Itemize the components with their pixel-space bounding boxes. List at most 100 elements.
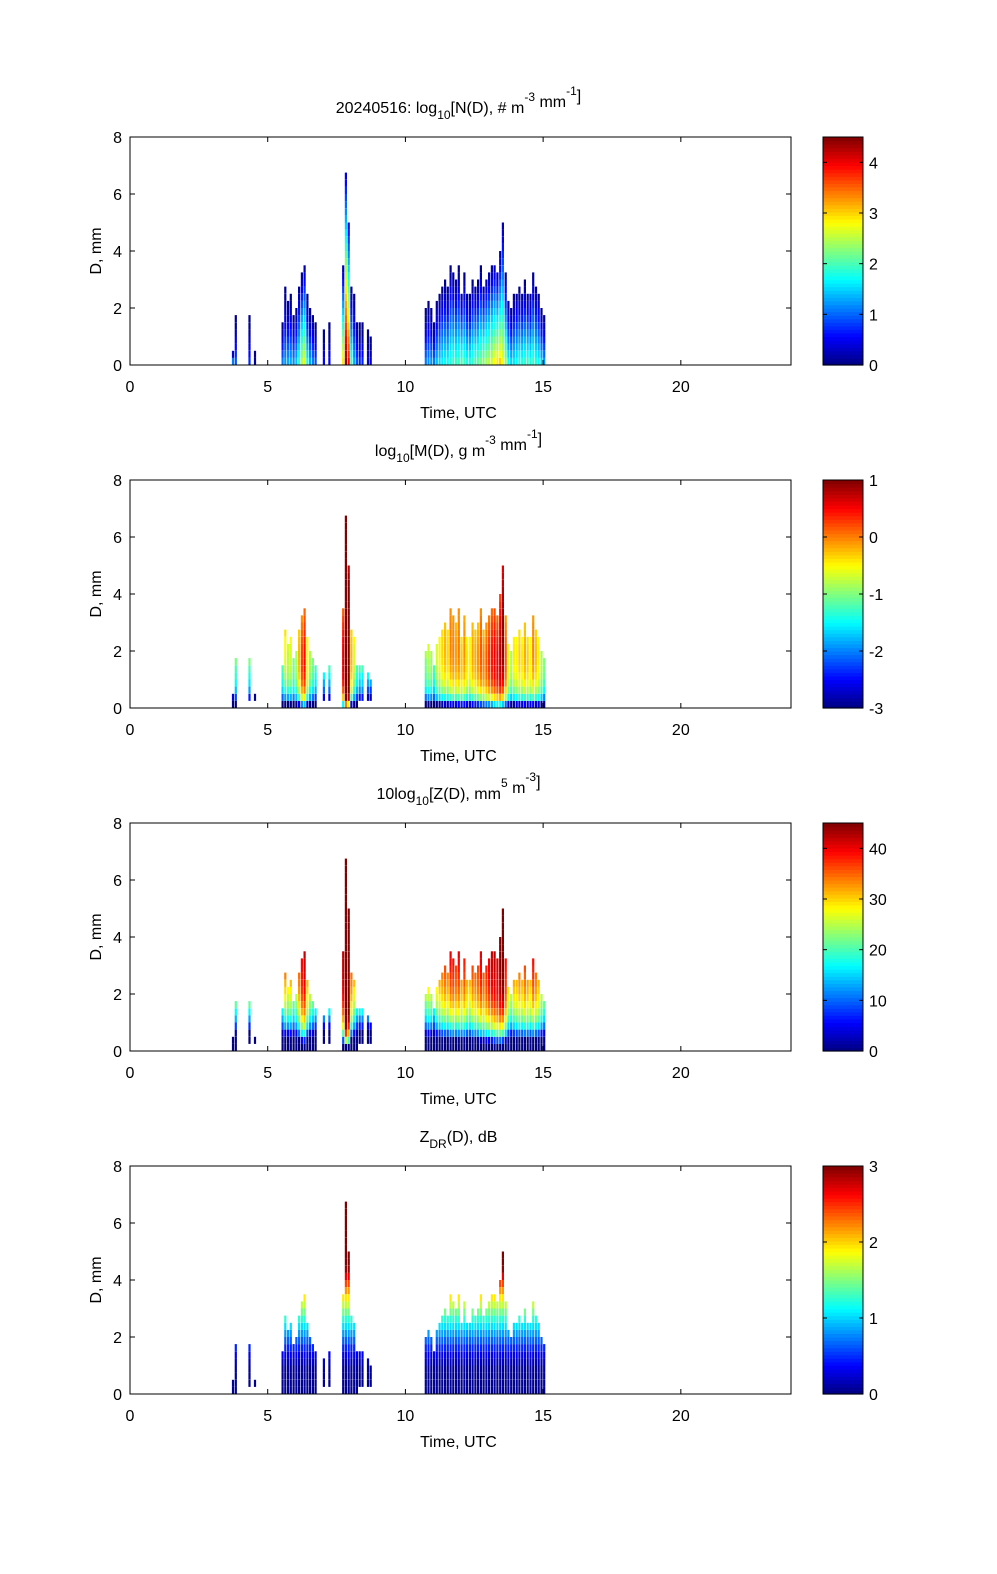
heatmap-cell <box>460 343 463 351</box>
heatmap-cell <box>488 972 491 980</box>
heatmap-cell <box>526 693 529 701</box>
colorbar-segment <box>823 261 863 266</box>
heatmap-cell <box>496 622 499 630</box>
heatmap-cell <box>309 1337 312 1345</box>
heatmap-cell <box>466 986 469 994</box>
heatmap-cell <box>493 308 496 316</box>
heatmap-cell <box>474 1358 477 1366</box>
heatmap-cell <box>309 315 312 323</box>
heatmap-cell <box>449 1344 452 1352</box>
heatmap-cell <box>471 986 474 994</box>
heatmap-cell <box>342 1029 345 1037</box>
heatmap-cell <box>499 1329 502 1337</box>
heatmap-cell <box>477 636 480 644</box>
heatmap-cell <box>457 1029 460 1037</box>
heatmap-cell <box>433 1029 436 1037</box>
heatmap-cell <box>507 1008 510 1016</box>
heatmap-cell <box>358 329 361 337</box>
heatmap-cell <box>449 357 452 365</box>
heatmap-cell <box>444 308 447 316</box>
heatmap-cell <box>281 343 284 351</box>
heatmap-cell <box>474 665 477 673</box>
colorbar-segment <box>823 544 863 549</box>
heatmap-cell <box>493 1329 496 1337</box>
heatmap-cell <box>300 1001 303 1009</box>
heatmap-cell <box>347 1294 350 1302</box>
heatmap-cell <box>342 1337 345 1345</box>
heatmap-cell <box>488 700 491 708</box>
heatmap-cell <box>485 322 488 330</box>
heatmap-cell <box>504 1043 507 1051</box>
heatmap-cell <box>430 658 433 666</box>
heatmap-cell <box>344 1344 347 1352</box>
heatmap-cell <box>460 336 463 344</box>
heatmap-cell <box>537 672 540 680</box>
colorbar-segment <box>823 872 863 878</box>
heatmap-cell <box>430 672 433 680</box>
heatmap-cell <box>292 1015 295 1023</box>
heatmap-cell <box>455 293 458 301</box>
heatmap-cell <box>485 357 488 365</box>
heatmap-cell <box>344 686 347 694</box>
colorbar-segment <box>823 347 863 352</box>
heatmap-cell <box>344 672 347 680</box>
heatmap-cell <box>449 686 452 694</box>
heatmap-cell <box>287 672 290 680</box>
heatmap-cell <box>300 686 303 694</box>
heatmap-cell <box>518 1043 521 1051</box>
heatmap-cell <box>353 643 356 651</box>
heatmap-cell <box>295 343 298 351</box>
heatmap-cell <box>496 700 499 708</box>
colorbar-segment <box>823 290 863 295</box>
heatmap-cell <box>518 293 521 301</box>
heatmap-cell <box>347 343 350 351</box>
heatmap-cell <box>452 1029 455 1037</box>
heatmap-cell <box>355 1029 358 1037</box>
heatmap-cell <box>287 350 290 358</box>
heatmap-cell <box>287 1365 290 1373</box>
heatmap-cell <box>468 679 471 687</box>
heatmap-cell <box>361 1015 364 1023</box>
heatmap-cell <box>314 1029 317 1037</box>
heatmap-cell <box>501 672 504 680</box>
heatmap-cell <box>477 1344 480 1352</box>
heatmap-cell <box>234 329 237 337</box>
heatmap-cell <box>284 651 287 659</box>
colorbar-segment <box>823 169 863 174</box>
heatmap-cell <box>499 951 502 959</box>
heatmap-cell <box>358 1358 361 1366</box>
colorbar-segment <box>823 576 863 581</box>
heatmap-cell <box>537 636 540 644</box>
heatmap-cell <box>300 308 303 316</box>
heatmap-cell <box>479 651 482 659</box>
heatmap-cell <box>510 994 513 1002</box>
heatmap-cell <box>543 1036 546 1044</box>
heatmap-cell <box>468 308 471 316</box>
heatmap-cell <box>284 1337 287 1345</box>
heatmap-cell <box>526 350 529 358</box>
heatmap-cell <box>455 700 458 708</box>
heatmap-cell <box>298 700 301 708</box>
heatmap-cell <box>306 672 309 680</box>
heatmap-cell <box>342 951 345 959</box>
heatmap-cell <box>350 700 353 708</box>
heatmap-cell <box>543 679 546 687</box>
heatmap-cell <box>534 1036 538 1044</box>
colorbar-segment <box>823 1180 863 1185</box>
heatmap-cell <box>482 658 485 666</box>
heatmap-cell <box>281 336 284 344</box>
heatmap-cell <box>515 322 518 330</box>
heatmap-cell <box>284 994 287 1002</box>
heatmap-cell <box>435 665 438 673</box>
heatmap-cell <box>501 700 504 708</box>
colorbar-tick-label: 3 <box>869 1159 878 1176</box>
heatmap-cell <box>460 1029 463 1037</box>
heatmap-cell <box>427 1358 430 1366</box>
heatmap-cell <box>424 1372 427 1380</box>
heatmap-cell <box>435 336 438 344</box>
heatmap-cell <box>471 336 474 344</box>
heatmap-cell <box>501 1280 504 1288</box>
colorbar-segment <box>823 254 863 259</box>
heatmap-cell <box>526 357 529 365</box>
